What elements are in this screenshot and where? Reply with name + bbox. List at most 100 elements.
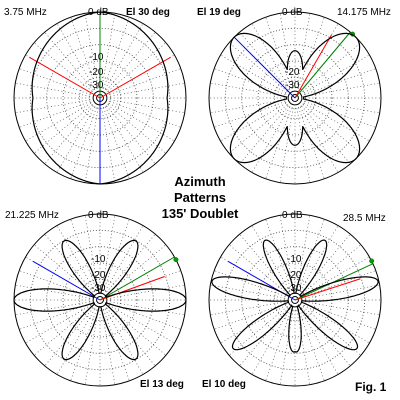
direction-lines [28,12,172,184]
grid-spoke [104,308,144,375]
grid-spoke [15,99,90,114]
direction-line-red [28,56,101,99]
ring-label-minus30: -30 [287,283,302,294]
grid-spoke [19,68,91,95]
grid-spoke [210,284,285,299]
polar-plot-3-75mhz: 3.75 MHz El 30 deg 0 dB -10 -20 -30 [4,7,187,185]
grid-spoke [220,102,287,142]
grid-spoke [299,106,339,173]
grid-spoke [106,307,156,367]
grid-spoke [15,284,90,299]
grid-spoke [84,13,99,88]
grid-spoke [265,219,292,291]
grid-spoke [84,108,99,183]
grid-spoke [70,309,97,381]
figure-title: Azimuth Patterns 135' Doublet [162,174,239,221]
center-ring [96,296,104,304]
grid-spoke [103,107,130,179]
grid-spoke [70,17,97,89]
title-line-2: Patterns [174,190,226,205]
grid-spoke [301,105,351,165]
grid-spoke [56,308,96,375]
grid-spoke [25,102,92,142]
grid-spoke [265,17,292,89]
grid-spoke [303,256,370,296]
grid-spoke [302,244,362,294]
grid-spoke [44,307,94,367]
title-line-1: Azimuth [174,174,225,189]
figure-number: Fig. 1 [355,380,387,394]
grid-spoke [108,102,175,142]
grid-spoke [84,310,99,385]
grid-spoke [19,101,91,128]
grid-spoke [103,309,130,381]
grid-spoke [299,23,339,90]
grid-spoke [305,82,380,97]
title-line-3: 135' Doublet [162,206,239,221]
grid-spoke [214,101,286,128]
grid-spoke [298,17,325,89]
grid-ring [29,229,171,371]
grid-spoke [107,244,167,294]
grid-spoke [251,308,291,375]
grid-spoke [110,82,185,97]
grid-spoke [19,270,91,297]
grid-spoke [33,244,93,294]
polar-plot-28-5mhz: 0 dB 28.5 MHz -10 -20 -30 El 10 deg [202,210,386,390]
grid-spoke [33,104,93,154]
frequency-label: 14.175 MHz [337,7,391,18]
grid-spoke [25,304,92,344]
grid-spoke [304,101,376,128]
grid-spoke [299,308,339,375]
grid-spoke [304,68,376,95]
grid-spoke [106,31,156,91]
grid-spoke [228,42,288,92]
grid-ring [257,60,333,136]
grid-spoke [56,225,96,292]
grid-spoke [210,82,285,97]
grid-spoke [15,301,90,316]
grid-ring [46,246,154,354]
grid-spoke [305,301,380,316]
grid-spoke [107,42,167,92]
grid-spoke [110,301,185,316]
frequency-label: 28.5 MHz [343,213,386,224]
outer-ring [208,213,382,387]
grid-spoke [239,31,289,91]
grid-spoke [101,108,116,183]
elevation-label: El 30 deg [126,7,170,18]
ring-label-minus30: -30 [89,80,104,91]
grid-spoke [103,17,130,89]
grid-spoke [301,307,351,367]
ring-label-minus20: -20 [91,270,106,281]
ring-label-minus30: -30 [285,80,300,91]
grid-spoke [210,301,285,316]
pattern-trace [31,11,169,185]
grid-spoke [109,68,181,95]
elevation-label: El 13 deg [140,379,184,390]
grid-spoke [104,23,144,90]
grid-spoke [239,105,289,165]
grid-spoke [107,104,167,154]
grid-spoke [239,307,289,367]
grid-spoke [251,106,291,173]
grid-spoke [299,225,339,292]
direction-line-red [294,278,361,301]
grid-spoke [265,309,292,381]
grid-spoke [228,244,288,294]
grid-spoke [298,107,325,179]
grid-ring [78,278,122,322]
center-ring [291,296,299,304]
grid-spoke [279,108,294,183]
grid-ring [224,27,366,169]
direction-line-green [294,31,351,99]
outer-ring [208,11,382,185]
grid-spoke [106,233,156,293]
grid-ring [273,76,317,120]
ring-label-minus10: -10 [287,254,302,265]
grid-spoke [296,215,311,290]
grid-spoke [104,106,144,173]
grid-spoke [101,310,116,385]
ring-label-0db: 0 dB [88,210,109,221]
